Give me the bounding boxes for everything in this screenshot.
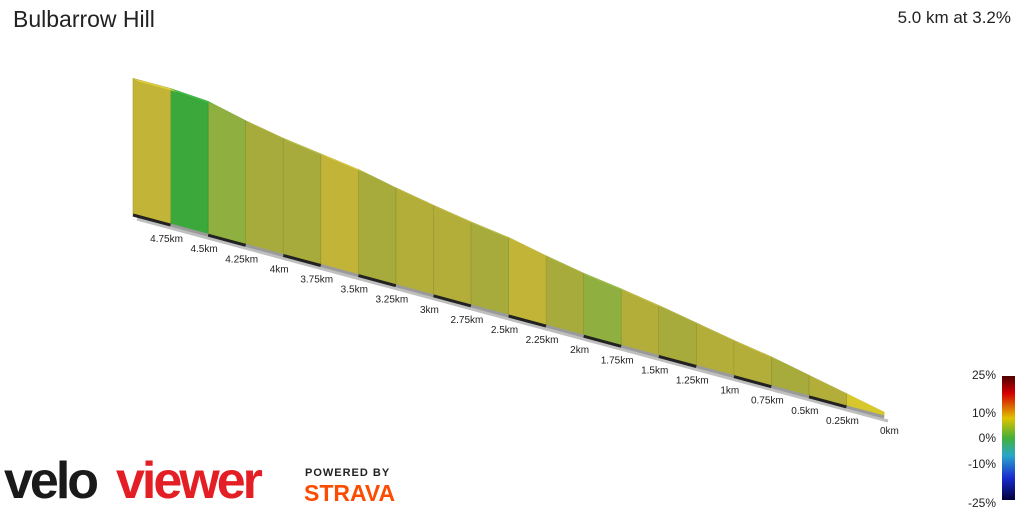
profile-slice-top	[846, 393, 890, 416]
baseline-segment	[808, 395, 847, 409]
profile-slice-top	[320, 153, 365, 173]
distance-tick-label: 1.75km	[601, 355, 634, 366]
profile-slice	[132, 78, 171, 226]
profile-slices	[132, 78, 890, 418]
logo-viewer: viewer	[116, 452, 263, 508]
profile-slice-top	[583, 273, 628, 293]
legend-label-neg25: -25%	[967, 496, 996, 510]
distance-tick-label: 3.5km	[341, 285, 368, 296]
distance-tick-label: 3.25km	[375, 295, 408, 306]
profile-slice-top	[658, 305, 703, 327]
distance-tick-label: 4.25km	[225, 254, 258, 265]
profile-baseline	[132, 213, 889, 423]
baseline-segment	[846, 405, 885, 419]
veloviewer-logo: velo viewer	[4, 452, 266, 508]
distance-tick-label: 4km	[270, 264, 289, 275]
profile-slice-top	[395, 187, 440, 209]
baseline-segment	[583, 334, 622, 348]
powered-by-label: POWERED BY	[305, 467, 391, 479]
distance-tick-label: 1km	[720, 386, 739, 397]
distance-tick-label: 0.25km	[826, 416, 859, 427]
profile-slice-top	[696, 322, 740, 344]
distance-tick-label: 2.75km	[451, 315, 484, 326]
legend-label-10: 10%	[971, 406, 996, 420]
baseline-segment	[545, 324, 584, 338]
baseline-segment	[132, 213, 171, 227]
baseline-segment	[658, 354, 697, 368]
legend-label-0: 0%	[978, 431, 996, 445]
baseline-segment	[770, 385, 810, 399]
profile-slice-top	[433, 205, 477, 226]
profile-slice	[170, 88, 209, 236]
baseline-segment	[433, 294, 472, 308]
gradient-color-scale	[1002, 376, 1015, 500]
climb-summary: 5.0 km at 3.2%	[897, 8, 1011, 27]
distance-tick-label: 3.75km	[300, 275, 333, 286]
profile-slice-top	[170, 88, 215, 105]
baseline-segment	[620, 344, 660, 358]
baseline-segment	[508, 314, 547, 328]
profile-slice-top	[808, 375, 853, 397]
profile-slice-top	[546, 255, 590, 277]
distance-ticks: 0km 0.25km 0.5km 0.75km 1km 1.25km 1.5km 1.75km…	[150, 234, 899, 437]
profile-slice	[583, 272, 622, 347]
distance-tick-label: 1.25km	[676, 376, 709, 387]
profile-slice-top	[283, 138, 327, 158]
profile-slice-top	[133, 78, 177, 92]
profile-slice	[245, 120, 284, 256]
baseline-shadow	[136, 217, 889, 423]
chart-title: Bulbarrow Hill	[13, 6, 155, 32]
profile-slice-top	[208, 101, 252, 124]
profile-slice-top	[771, 356, 815, 379]
distance-tick-label: 2.25km	[526, 335, 559, 346]
profile-slice-top	[621, 288, 665, 309]
profile-slice	[282, 137, 322, 266]
profile-slice	[470, 221, 509, 317]
strava-logo: STRAVA	[304, 480, 396, 506]
profile-slice	[320, 153, 359, 276]
baseline-segment	[470, 304, 509, 318]
baseline-segment	[733, 375, 772, 389]
profile-slice-top	[358, 169, 402, 192]
profile-slice-top	[733, 340, 778, 361]
profile-slice	[207, 100, 246, 246]
profile-slice	[508, 236, 547, 327]
distance-tick-label: 0.5km	[791, 406, 818, 417]
profile-slice	[395, 187, 434, 297]
distance-tick-label: 2km	[570, 345, 589, 356]
profile-slice-top	[245, 120, 290, 142]
legend-label-neg10: -10%	[967, 457, 996, 471]
profile-slice-top	[508, 237, 553, 260]
baseline-segment	[207, 233, 247, 247]
baseline-segment	[170, 223, 209, 237]
logo-velo: velo	[4, 452, 97, 508]
distance-tick-label: 4.75km	[150, 234, 183, 245]
gradient-legend: 25% 10% 0% -10% -25%	[940, 368, 1024, 512]
distance-tick-label: 4.5km	[190, 244, 217, 255]
baseline-segment	[245, 243, 284, 257]
profile-slice	[545, 255, 584, 337]
baseline-segment	[320, 264, 359, 278]
distance-tick-label: 3km	[420, 305, 439, 316]
distance-tick-label: 1.5km	[641, 365, 668, 376]
distance-tick-label: 2.5km	[491, 325, 518, 336]
baseline-segment	[357, 274, 397, 288]
baseline-segment	[695, 365, 735, 379]
legend-label-25: 25%	[971, 368, 996, 382]
baseline-segment	[395, 284, 434, 298]
profile-slice	[433, 204, 472, 307]
distance-tick-label: 0km	[880, 426, 899, 437]
profile-slice-top	[470, 221, 515, 241]
baseline-segment	[282, 253, 322, 267]
profile-slice	[357, 168, 397, 287]
distance-tick-label: 0.75km	[751, 396, 784, 407]
